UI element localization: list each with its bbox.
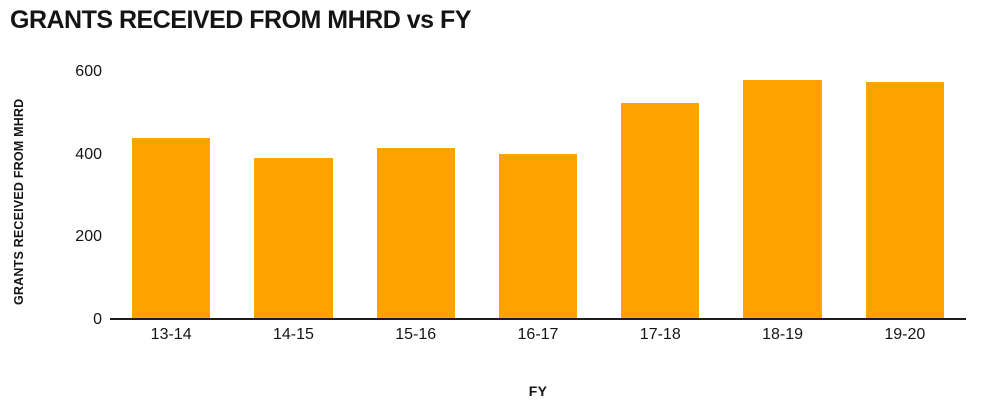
bar-group (355, 72, 477, 318)
x-axis-ticks: 13-14 14-15 15-16 16-17 17-18 18-19 19-20 (110, 326, 966, 344)
x-tick-label: 19-20 (884, 326, 926, 343)
bar-group (110, 72, 232, 318)
x-tick-label: 16-17 (517, 326, 559, 343)
bar-17-18 (621, 102, 700, 318)
bar-15-16 (376, 147, 455, 318)
bar-16-17 (498, 154, 578, 318)
y-tick-label: 0 (93, 311, 102, 328)
chart-title: GRANTS RECEIVED FROM MHRD vs FY (10, 6, 471, 34)
y-tick-label: 600 (75, 63, 102, 80)
bar-group (477, 72, 599, 318)
x-tick-label: 18-19 (762, 326, 803, 343)
x-axis-title: FY (528, 383, 548, 399)
bar-14-15 (254, 158, 333, 318)
x-tick-label: 17-18 (639, 326, 681, 343)
y-tick-label: 200 (75, 228, 102, 246)
bar-group (844, 72, 966, 318)
y-tick-label: 400 (75, 145, 102, 163)
bar-13-14 (132, 137, 211, 318)
x-tick-label: 14-15 (272, 326, 314, 343)
x-tick-label: 15-16 (395, 326, 437, 343)
plot-area (110, 72, 966, 320)
x-tick-label: 13-14 (150, 326, 192, 343)
bar-group (721, 72, 843, 318)
bar-group (232, 72, 354, 318)
bar-group (599, 72, 721, 318)
bar-19-20 (865, 82, 944, 318)
y-axis-ticks: 0 200 400 600 (0, 0, 102, 412)
bar-18-19 (743, 80, 822, 318)
